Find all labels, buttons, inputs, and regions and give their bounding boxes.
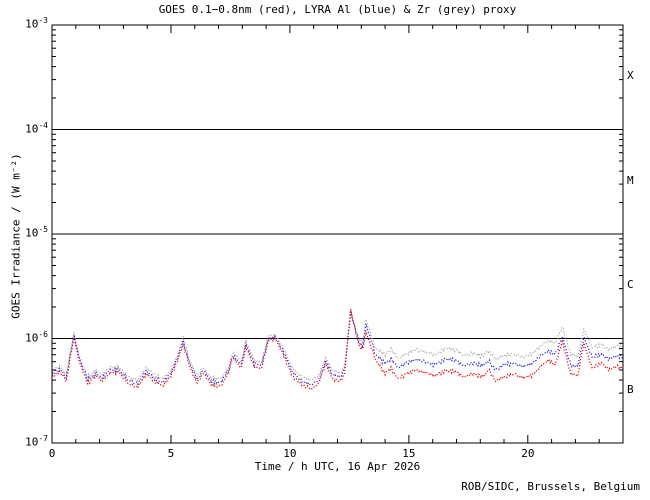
- y-tick-label: 10-6: [25, 329, 48, 345]
- flare-class-label-x: X: [627, 69, 634, 83]
- flare-class-label-m: M: [627, 173, 634, 187]
- credit-text: ROB/SIDC, Brussels, Belgium: [461, 480, 640, 493]
- x-tick-label: 20: [521, 447, 535, 460]
- y-tick-label: 10-7: [25, 434, 48, 449]
- x-tick-label: 15: [402, 447, 416, 460]
- x-tick-label: 0: [48, 447, 56, 460]
- x-tick-label: 10: [283, 447, 297, 460]
- y-tick-label: 10-5: [25, 225, 48, 240]
- flare-class-label-b: B: [627, 382, 634, 396]
- x-tick-label: 5: [167, 447, 175, 460]
- y-tick-label: 10-4: [25, 120, 48, 136]
- chart-title: GOES 0.1−0.8nm (red), LYRA Al (blue) & Z…: [158, 3, 517, 16]
- x-axis-title: Time / h UTC, 16 Apr 2026: [254, 460, 421, 473]
- flare-class-label-c: C: [627, 278, 634, 292]
- y-tick-label: 10-3: [25, 16, 48, 31]
